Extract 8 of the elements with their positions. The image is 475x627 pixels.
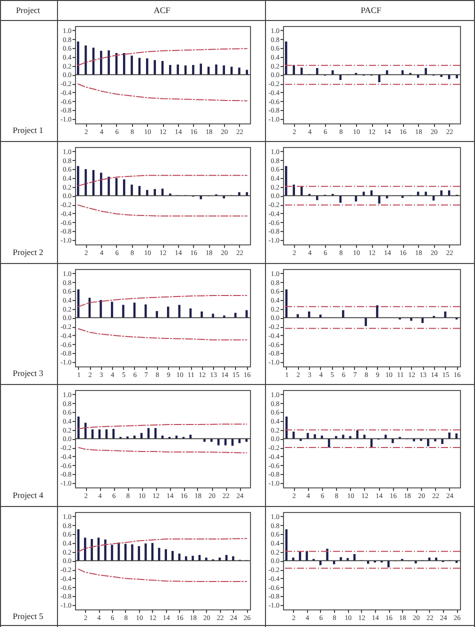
text: Project 5 [12, 610, 44, 621]
chart-title: ACF [152, 5, 172, 15]
text: Project 4 [12, 490, 44, 500]
text: Project [14, 5, 42, 15]
text: Project 3 [12, 368, 44, 378]
chart-title: PACF [360, 5, 382, 15]
text: Project 1 [12, 125, 44, 136]
text: Project 2 [12, 246, 44, 257]
